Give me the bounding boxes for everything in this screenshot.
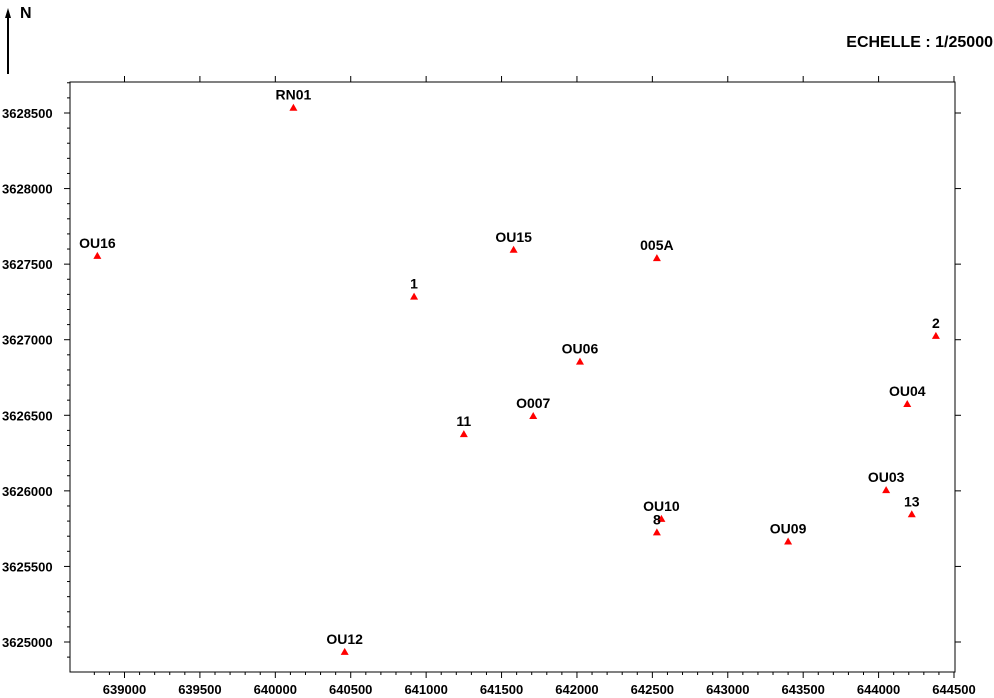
x-tick-label: 639500 xyxy=(178,682,221,697)
well-label: RN01 xyxy=(276,87,312,103)
y-tick-label: 3625500 xyxy=(2,559,53,574)
well-label: 2 xyxy=(932,315,940,331)
well-point[interactable]: 1 xyxy=(410,276,418,300)
x-tick-label: 641500 xyxy=(480,682,523,697)
triangle-marker-icon xyxy=(289,103,298,111)
well-label: OU12 xyxy=(326,631,363,647)
well-label: OU10 xyxy=(643,498,680,514)
triangle-marker-icon xyxy=(657,514,666,522)
y-tick-label: 3626000 xyxy=(2,484,53,499)
well-label: OU03 xyxy=(868,469,905,485)
well-label: OU06 xyxy=(562,341,599,357)
triangle-marker-icon xyxy=(931,331,940,339)
y-tick-label: 3628500 xyxy=(2,106,53,121)
x-tick-label: 640000 xyxy=(254,682,297,697)
triangle-marker-icon xyxy=(575,357,584,365)
well-label: 005A xyxy=(640,237,673,253)
well-point[interactable]: OU10 xyxy=(643,498,680,522)
north-arrow: N xyxy=(5,5,32,74)
north-arrow-head xyxy=(5,8,11,18)
y-tick-label: 3627000 xyxy=(2,333,53,348)
y-axis-labels: 3625000 3625500 3626000 3626500 3627000 36275… xyxy=(2,106,53,650)
well-point[interactable]: RN01 xyxy=(276,87,312,111)
well-points: RN01 OU16 OU15 005A 1 2 OU06 OU04 O007 11 OU03 13 OU… xyxy=(79,87,940,655)
x-tick-label: 644500 xyxy=(932,682,975,697)
triangle-marker-icon xyxy=(410,292,419,300)
well-label: 11 xyxy=(456,413,471,429)
well-label: OU09 xyxy=(770,520,807,536)
x-tick-label: 639000 xyxy=(103,682,146,697)
well-point[interactable]: O007 xyxy=(516,395,551,420)
well-label: 1 xyxy=(410,276,418,292)
y-tick-label: 3628000 xyxy=(2,182,53,197)
well-label: OU16 xyxy=(79,235,116,251)
well-label: 13 xyxy=(904,493,920,509)
triangle-marker-icon xyxy=(882,486,891,494)
triangle-marker-icon xyxy=(509,245,518,253)
x-tick-label: 643000 xyxy=(706,682,749,697)
x-tick-label: 642500 xyxy=(631,682,674,697)
x-tick-label: 643500 xyxy=(781,682,824,697)
y-tick-label: 3626500 xyxy=(2,408,53,423)
well-point[interactable]: 13 xyxy=(904,493,920,518)
triangle-marker-icon xyxy=(93,251,102,259)
triangle-marker-icon xyxy=(340,647,349,655)
x-tick-label: 644000 xyxy=(857,682,900,697)
y-tick-label: 3627500 xyxy=(2,257,53,272)
triangle-marker-icon xyxy=(903,399,912,407)
well-point[interactable]: OU06 xyxy=(562,341,599,365)
well-label: OU15 xyxy=(495,229,532,245)
well-point[interactable]: OU04 xyxy=(889,383,926,407)
map-frame xyxy=(69,81,956,673)
triangle-marker-icon xyxy=(784,537,793,545)
well-point[interactable]: OU16 xyxy=(79,235,116,259)
triangle-marker-icon xyxy=(459,430,468,438)
scale-label: ECHELLE : 1/25000 xyxy=(846,34,993,51)
north-label: N xyxy=(20,5,32,22)
well-label: OU04 xyxy=(889,383,926,399)
triangle-marker-icon xyxy=(907,510,916,518)
y-tick-label: 3625000 xyxy=(2,635,53,650)
well-point[interactable]: OU12 xyxy=(326,631,363,655)
triangle-marker-icon xyxy=(652,254,661,262)
x-tick-label: 641000 xyxy=(404,682,447,697)
well-point[interactable]: OU09 xyxy=(770,520,807,545)
well-point[interactable]: 11 xyxy=(456,413,471,438)
well-point[interactable]: 2 xyxy=(931,315,940,339)
well-point[interactable]: OU03 xyxy=(868,469,905,494)
axis-ticks xyxy=(64,76,961,678)
x-tick-label: 642000 xyxy=(555,682,598,697)
x-axis-labels: 639000 639500 640000 640500 641000 641500 6420… xyxy=(103,682,976,697)
well-label: 8 xyxy=(653,511,661,527)
well-point[interactable]: 005A xyxy=(640,237,674,262)
well-point[interactable]: 8 xyxy=(652,511,661,536)
x-tick-label: 640500 xyxy=(329,682,372,697)
triangle-marker-icon xyxy=(529,412,538,420)
triangle-marker-icon xyxy=(652,528,661,536)
well-label: O007 xyxy=(516,395,550,411)
well-point[interactable]: OU15 xyxy=(495,229,532,253)
